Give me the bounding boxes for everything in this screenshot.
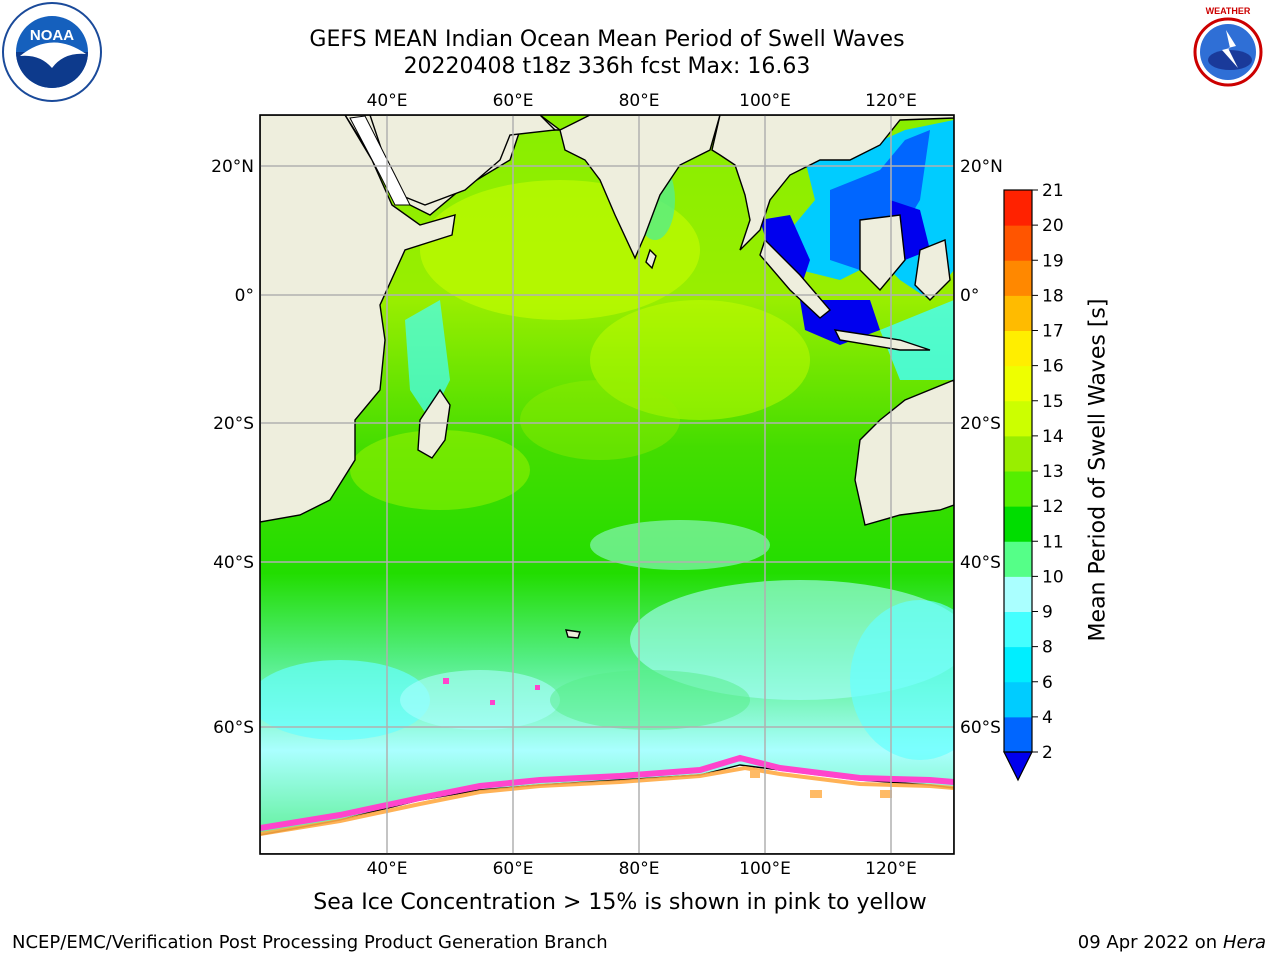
lon-label: 80°E (619, 91, 660, 111)
colorbar-segment (1004, 471, 1032, 507)
lat-label: 20°N (211, 157, 254, 177)
colorbar-label: Mean Period of Swell Waves [s] (1085, 298, 1111, 642)
lon-label: 100°E (739, 91, 791, 111)
colorbar-tick-label: 15 (1042, 392, 1064, 412)
footer-system: Hera (1222, 932, 1266, 953)
graticule (260, 115, 954, 854)
nws-logo: WEATHER (1179, 3, 1277, 101)
colorbar-tick-label: 16 (1042, 357, 1064, 377)
svg-text:WEATHER: WEATHER (1206, 6, 1251, 16)
colorbar-segment (1004, 435, 1032, 472)
colorbar-segment (1004, 506, 1032, 542)
colorbar-segment (1004, 541, 1032, 577)
colorbar-segment (1004, 611, 1032, 648)
lat-label: 20°S (960, 414, 1001, 434)
lat-label: 40°S (213, 553, 254, 573)
colorbar-tick-label: 4 (1042, 708, 1053, 728)
colorbar-segment (1004, 225, 1032, 261)
colorbar-tick-label: 14 (1042, 427, 1064, 447)
lat-label: 60°S (960, 718, 1001, 738)
colorbar: 2 4 6 8 9 10 11 12 13 14 15 16 17 18 19 20 21 (1003, 181, 1064, 782)
sea-ice-edge (260, 754, 954, 831)
colorbar-tick-label: 20 (1042, 216, 1064, 236)
colorbar-tick-label: 13 (1042, 462, 1064, 482)
colorbar-segment (1004, 400, 1032, 437)
lat-label: 60°S (213, 718, 254, 738)
colorbar-tick-label: 8 (1042, 638, 1053, 658)
colorbar-tick-label: 21 (1042, 181, 1064, 201)
colorbar-tick-label: 10 (1042, 567, 1064, 587)
lat-labels-left: 20°N 0° 20°S 40°S 60°S (211, 157, 254, 738)
colorbar-segment (1004, 681, 1032, 718)
colorbar-segment (1004, 190, 1032, 226)
colorbar-segment (1004, 260, 1032, 296)
footer-date: 09 Apr 2022 on Hera (1078, 932, 1266, 953)
land-masses (260, 115, 954, 854)
sea-ice-note-text: Sea Ice Concentration > 15% is shown in … (313, 890, 927, 915)
lat-label: 0° (960, 286, 979, 306)
lon-label: 60°E (493, 91, 534, 111)
lon-label: 120°E (865, 859, 917, 879)
colorbar-tick-label: 9 (1042, 603, 1053, 623)
lon-labels-bottom: 40°E 60°E 80°E 100°E 120°E (367, 859, 917, 879)
map-frame (259, 114, 955, 855)
lat-label: 0° (235, 286, 254, 306)
colorbar-tick-label: 2 (1042, 743, 1053, 763)
lon-label: 60°E (493, 859, 534, 879)
colorbar-tick-label: 12 (1042, 497, 1064, 517)
chart-title: GEFS MEAN Indian Ocean Mean Period of Sw… (309, 27, 905, 52)
lon-label: 40°E (367, 91, 408, 111)
noaa-logo: NOAA (2, 2, 102, 102)
colorbar-tick-label: 19 (1042, 251, 1064, 271)
colorbar-tick-label: 6 (1042, 673, 1053, 693)
sea-ice-note: Sea Ice Concentration > 15% is shown in … (0, 890, 1280, 915)
colorbar-tick-label: 18 (1042, 286, 1064, 306)
colorbar-segment (1004, 365, 1032, 402)
lon-label: 40°E (367, 859, 408, 879)
colorbar-segment (1004, 295, 1032, 331)
lon-label: 100°E (739, 859, 791, 879)
colorbar-under-arrow (1003, 751, 1033, 782)
lat-label: 40°S (960, 553, 1001, 573)
svg-text:NOAA: NOAA (30, 27, 74, 44)
lat-labels-right: 20°N 0° 20°S 40°S 60°S (960, 157, 1003, 738)
lat-label: 20°N (960, 157, 1003, 177)
colorbar-tick-label: 17 (1042, 322, 1064, 342)
lon-labels-top: 40°E 60°E 80°E 100°E 120°E (367, 91, 917, 111)
chart-subtitle: 20220408 t18z 336h fcst Max: 16.63 (403, 54, 811, 79)
colorbar-segment (1004, 330, 1032, 367)
colorbar-segment (1004, 716, 1032, 753)
colorbar-segment (1004, 646, 1032, 683)
lon-label: 120°E (865, 91, 917, 111)
colorbar-segment (1004, 576, 1032, 612)
footer-credit: NCEP/EMC/Verification Post Processing Pr… (12, 932, 608, 953)
lat-label: 20°S (213, 414, 254, 434)
footer-date-text: 09 Apr 2022 on (1077, 932, 1218, 953)
map-field (260, 115, 954, 854)
colorbar-tick-label: 11 (1042, 532, 1064, 552)
lon-label: 80°E (619, 859, 660, 879)
